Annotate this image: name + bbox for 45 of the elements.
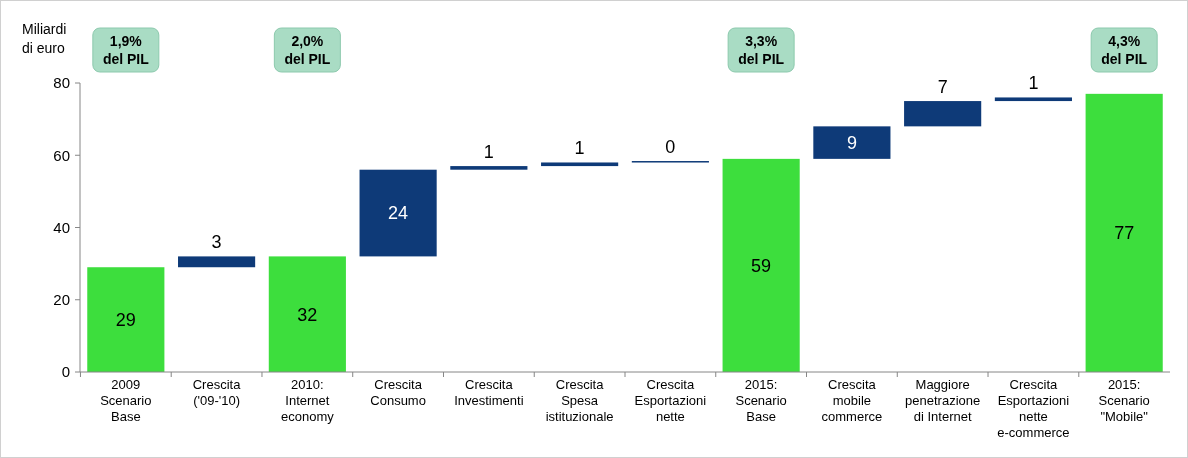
x-tick-label: Crescita Investimenti xyxy=(454,377,524,408)
data-label: 0 xyxy=(665,137,676,158)
y-tick-label: 40 xyxy=(53,218,70,236)
x-tick-label: Maggiore penetrazione di Internet xyxy=(905,377,981,424)
y-axis-title: Miliardi di euro xyxy=(22,21,67,56)
bar xyxy=(178,256,256,268)
bar xyxy=(994,97,1072,102)
text: 1,9% del PIL xyxy=(102,33,150,67)
bar xyxy=(87,267,165,372)
text: 2,0% del PIL xyxy=(284,33,331,67)
data-label: 59 xyxy=(751,255,772,276)
data-label: 9 xyxy=(846,132,857,153)
bar xyxy=(904,101,982,127)
text: 4,3% del PIL xyxy=(1101,33,1148,67)
bar xyxy=(722,158,800,372)
x-tick-label: Crescita mobile commerce xyxy=(821,377,883,424)
x-tick-label: Crescita Spesa istituzionale xyxy=(545,377,614,424)
y-tick-label: 80 xyxy=(53,74,70,92)
data-label: 3 xyxy=(211,232,222,253)
data-label: 1 xyxy=(483,142,494,163)
x-tick-label: Crescita ('09-'10) xyxy=(192,377,242,408)
data-label: 24 xyxy=(388,203,409,224)
bar xyxy=(359,169,437,257)
text: 3,3% del PIL xyxy=(738,33,785,67)
data-label: 32 xyxy=(297,304,318,325)
x-tick-label: 2010: Internet economy xyxy=(280,377,335,424)
bar xyxy=(268,256,346,372)
bar xyxy=(450,166,528,170)
data-label: 29 xyxy=(115,309,136,330)
data-label: 1 xyxy=(1028,73,1039,94)
x-tick-label: 2015: Scenario "Mobile" xyxy=(1098,377,1150,424)
y-tick-label: 0 xyxy=(61,363,70,381)
bar xyxy=(1085,93,1163,372)
bar xyxy=(813,126,891,159)
data-label: 77 xyxy=(1114,223,1135,244)
y-tick-label: 20 xyxy=(53,291,70,308)
bar xyxy=(541,162,619,167)
x-tick-label: Crescita Consumo xyxy=(370,377,426,408)
x-tick-label: Crescita Esportazioni nette xyxy=(634,377,707,424)
data-label: 7 xyxy=(937,77,948,98)
x-tick-label: 2009 Scenario Base xyxy=(100,377,152,424)
x-tick-label: 2015: Scenario Base xyxy=(735,377,787,424)
x-tick-label: Crescita Esportazioni nette e-commerce xyxy=(997,377,1070,440)
data-label: 1 xyxy=(574,138,585,159)
y-tick-label: 60 xyxy=(53,146,70,164)
